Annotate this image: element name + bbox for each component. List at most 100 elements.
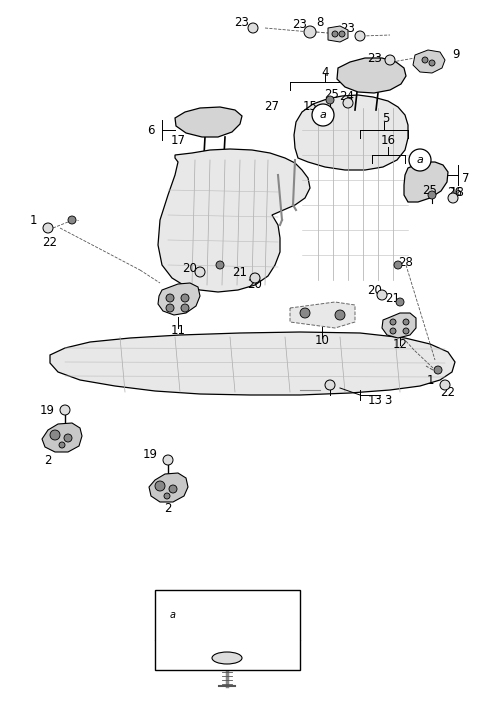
Circle shape [434,366,442,374]
Polygon shape [50,332,455,395]
Text: 23: 23 [293,18,307,32]
Polygon shape [382,313,416,338]
Circle shape [394,261,402,269]
Circle shape [250,273,260,283]
Circle shape [448,193,458,203]
Circle shape [390,328,396,334]
Circle shape [343,98,353,108]
Text: 10: 10 [314,334,329,346]
Circle shape [216,261,224,269]
Ellipse shape [212,652,242,664]
Text: 18: 18 [450,187,465,199]
Circle shape [409,149,431,171]
Circle shape [429,60,435,66]
Text: 16: 16 [381,134,396,146]
Text: 9: 9 [452,49,460,61]
Text: 21: 21 [385,291,400,305]
Text: 24: 24 [339,89,355,103]
Circle shape [312,104,334,126]
Text: 25: 25 [324,89,339,101]
Circle shape [166,304,174,312]
Circle shape [164,606,182,624]
Circle shape [428,191,436,199]
Circle shape [59,442,65,448]
Circle shape [403,328,409,334]
Text: 2: 2 [44,453,52,467]
Text: 26: 26 [447,187,463,199]
Circle shape [339,31,345,37]
Circle shape [385,55,395,65]
Polygon shape [290,302,355,328]
Circle shape [377,290,387,300]
Circle shape [422,57,428,63]
Text: 20: 20 [368,284,383,296]
Text: 23: 23 [368,51,383,65]
Circle shape [396,298,404,306]
Polygon shape [42,423,82,452]
Text: 20: 20 [182,261,197,275]
Text: 21: 21 [232,265,248,279]
Text: a: a [170,610,176,620]
Text: 2: 2 [164,501,172,515]
Text: 1: 1 [29,213,37,227]
Circle shape [390,319,396,325]
Text: 11: 11 [170,324,185,337]
Text: 6: 6 [147,123,155,137]
Text: 22: 22 [441,386,456,399]
Circle shape [50,430,60,440]
Circle shape [64,434,72,442]
Text: 20: 20 [248,279,263,291]
Text: 17: 17 [170,134,185,146]
Circle shape [304,26,316,38]
Text: 19: 19 [143,448,157,462]
Circle shape [155,481,165,491]
Polygon shape [294,95,408,170]
Circle shape [332,31,338,37]
Circle shape [60,405,70,415]
Circle shape [166,294,174,302]
Circle shape [181,304,189,312]
Polygon shape [175,107,242,137]
Circle shape [181,294,189,302]
Circle shape [43,223,53,233]
Text: a: a [417,155,423,165]
Text: 19: 19 [39,403,55,417]
Polygon shape [413,50,445,73]
Circle shape [164,493,170,499]
Bar [155,590,300,670]
Circle shape [355,31,365,41]
Polygon shape [337,58,406,93]
Text: 7: 7 [462,172,470,184]
Polygon shape [149,473,188,502]
Text: 4: 4 [321,65,329,79]
Text: 1: 1 [426,374,434,386]
Text: 5: 5 [382,111,390,125]
Text: 3: 3 [384,394,392,406]
Circle shape [326,96,334,104]
Circle shape [440,380,450,390]
Circle shape [248,23,258,33]
Text: 23: 23 [341,22,355,34]
Circle shape [163,455,173,465]
Circle shape [325,380,335,390]
Text: 15: 15 [302,101,317,113]
Circle shape [68,216,76,224]
Text: 13: 13 [368,394,383,406]
Circle shape [300,308,310,318]
Text: 27: 27 [264,101,279,113]
Polygon shape [404,162,448,202]
Text: 22: 22 [43,237,58,249]
Text: 23: 23 [235,15,250,28]
Circle shape [403,319,409,325]
Text: 28: 28 [398,256,413,268]
Text: a: a [320,110,326,120]
Polygon shape [328,26,348,42]
Text: 8: 8 [316,15,324,28]
Polygon shape [158,149,310,292]
Text: 14: 14 [206,608,224,622]
Polygon shape [158,283,200,315]
Text: 25: 25 [422,184,437,196]
Circle shape [169,485,177,493]
Circle shape [195,267,205,277]
Circle shape [335,310,345,320]
